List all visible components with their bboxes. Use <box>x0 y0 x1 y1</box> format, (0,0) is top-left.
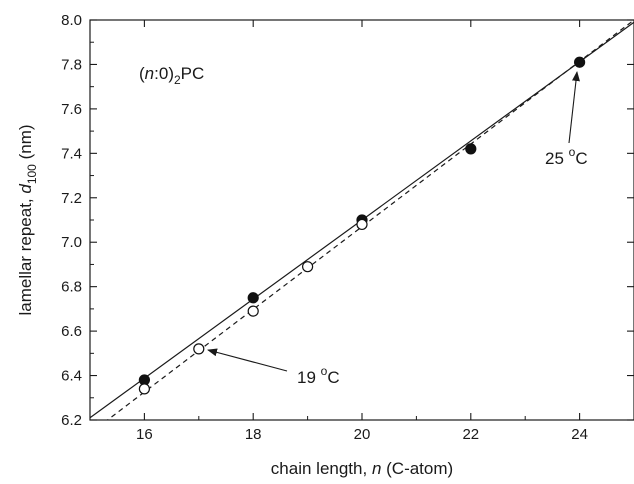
label-19c: 19 oC <box>297 364 340 387</box>
y-tick-label: 7.4 <box>61 145 82 162</box>
point-19c <box>356 218 368 231</box>
x-tick-label: 20 <box>354 426 371 443</box>
y-tick-label: 8.0 <box>61 12 82 29</box>
y-tick-label: 6.6 <box>61 323 82 340</box>
y-tick-label: 7.0 <box>61 234 82 251</box>
point-25c <box>573 56 586 68</box>
x-axis-title: chain length, n (C-atom) <box>271 459 453 478</box>
point-25c <box>247 292 259 304</box>
x-tick-label: 16 <box>136 426 153 443</box>
point-19c <box>247 305 259 317</box>
data-points <box>138 56 586 395</box>
point-19c <box>138 383 150 395</box>
point-19c <box>193 343 205 355</box>
y-tick-label: 7.2 <box>61 190 82 207</box>
point-25c <box>465 143 477 155</box>
point-19c <box>302 261 314 273</box>
y-tick-label: 7.8 <box>61 56 82 73</box>
y-tick-label: 6.4 <box>61 368 82 385</box>
x-tick-label: 22 <box>462 426 479 443</box>
arrow-19c <box>207 348 288 372</box>
y-tick-label: 7.6 <box>61 101 82 118</box>
y-tick-label: 6.2 <box>61 412 82 429</box>
label-25c: 25 oC <box>545 145 588 168</box>
y-tick-label: 6.8 <box>61 279 82 296</box>
x-tick-label: 24 <box>571 426 588 443</box>
arrow-25c <box>568 71 580 144</box>
x-tick-label: 18 <box>245 426 262 443</box>
compound-label: (n:0)2PC <box>139 64 204 87</box>
y-axis-title: lamellar repeat, d100 (nm) <box>16 124 39 315</box>
axis-ticks: 16 18 20 22 24 6.2 6.4 6.6 6.8 7.0 7.2 7.4 7.6 7.8 8.0 <box>61 12 634 443</box>
fit-line-19c <box>106 20 634 420</box>
